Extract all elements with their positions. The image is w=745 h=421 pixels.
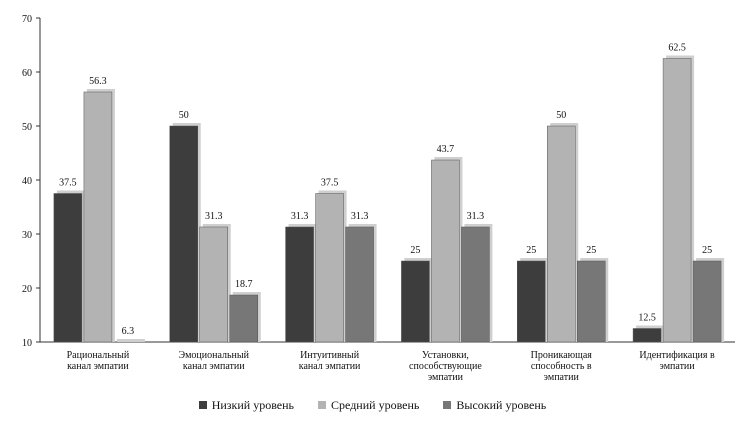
legend-item-medium: Средний уровень (318, 398, 419, 413)
chart-legend: Низкий уровень Средний уровень Высокий у… (0, 395, 745, 415)
y-tick-label: 10 (22, 338, 32, 349)
bar (53, 193, 83, 343)
legend-swatch-medium (318, 401, 327, 409)
bar-value-label: 31.3 (291, 211, 309, 222)
bar (577, 260, 606, 343)
bar-shadow (116, 339, 145, 342)
legend-swatch-low (198, 401, 207, 409)
bar (632, 328, 662, 343)
x-tick-label: канал эмпатии (299, 361, 361, 372)
bar (431, 159, 460, 343)
bar-value-label: 25 (586, 245, 596, 256)
x-tick-label: Эмоциональный (179, 350, 250, 361)
y-tick-label: 60 (22, 68, 32, 79)
x-tick-label: Идентификация в (639, 350, 715, 361)
bar-value-label: 18.7 (235, 279, 253, 290)
x-tick-label: эмпатии (544, 372, 580, 383)
x-tick-label: эмпатии (660, 361, 696, 372)
bar-value-label: 56.3 (89, 76, 107, 87)
y-tick-label: 40 (22, 176, 32, 187)
bar-value-label: 25 (410, 245, 420, 256)
bar-value-label: 12.5 (638, 313, 656, 324)
bar (692, 260, 722, 343)
x-tick-label: эмпатии (428, 372, 464, 383)
x-tick-label: способствующие (409, 361, 482, 372)
legend-swatch-high (443, 401, 452, 409)
bar-value-label: 6.3 (122, 326, 135, 337)
bar-value-label: 31.3 (205, 211, 223, 222)
bar-value-label: 37.5 (321, 178, 339, 189)
bar (169, 125, 198, 343)
bar-value-label: 31.3 (351, 211, 369, 222)
bar (315, 193, 344, 343)
y-tick-label: 30 (22, 230, 32, 241)
bar (229, 294, 258, 343)
legend-label-medium: Средний уровень (331, 397, 420, 412)
bar-value-label: 50 (179, 110, 189, 121)
bar-value-label: 25 (702, 245, 712, 256)
bar-value-label: 43.7 (437, 144, 455, 155)
bar (199, 226, 228, 343)
legend-item-high: Высокий уровень (443, 398, 546, 413)
bar-value-label: 50 (556, 110, 566, 121)
x-tick-label: Интуитивный (300, 350, 360, 361)
bar (345, 226, 374, 343)
bar-value-label: 37.5 (59, 178, 77, 189)
bar-value-label: 31.3 (467, 211, 485, 222)
legend-label-high: Высокий уровень (456, 397, 547, 412)
bar (285, 226, 314, 343)
bar (83, 91, 113, 343)
bar-chart: 1020304050607037.556.36.3Рациональныйкан… (22, 14, 735, 383)
x-tick-label: Проникающая (531, 350, 593, 361)
x-tick-label: Рациональный (67, 350, 130, 361)
bar (547, 125, 576, 343)
bar (662, 58, 692, 343)
bar-value-label: 62.5 (668, 43, 686, 54)
x-tick-label: канал эмпатии (183, 361, 245, 372)
bar-value-label: 25 (526, 245, 536, 256)
legend-label-low: Низкий уровень (211, 397, 295, 412)
x-tick-label: способность в (531, 361, 592, 372)
y-tick-label: 70 (22, 14, 32, 25)
bar (461, 226, 490, 343)
bar (517, 260, 546, 343)
legend-item-low: Низкий уровень (198, 397, 295, 413)
y-tick-label: 50 (22, 122, 32, 133)
x-tick-label: канал эмпатии (67, 361, 129, 372)
bar (401, 260, 430, 343)
y-tick-label: 20 (22, 284, 32, 295)
x-tick-label: Установки, (422, 350, 469, 361)
